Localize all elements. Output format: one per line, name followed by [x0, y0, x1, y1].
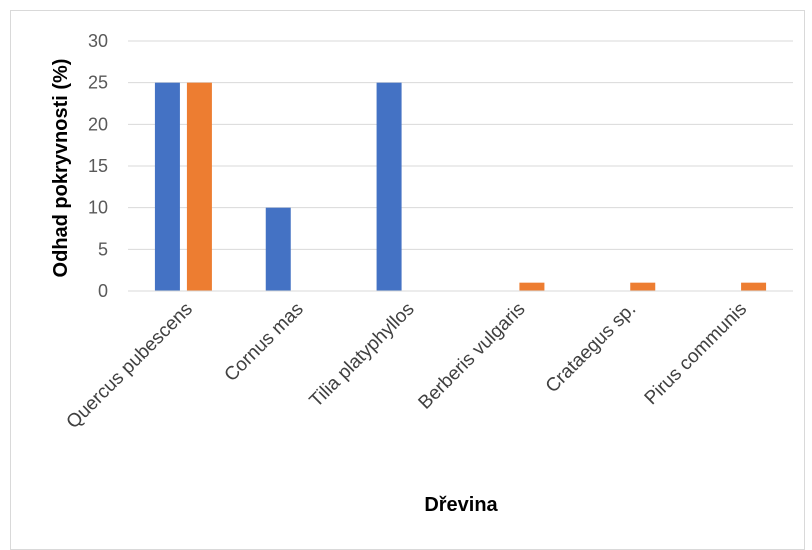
chart-frame: [10, 10, 805, 550]
y-tick-label: 15: [88, 156, 108, 176]
x-tick-label: Berberis vulgaris: [415, 299, 530, 414]
bar-series-1: [376, 82, 402, 292]
x-tick-label: Tilia platyphyllos: [306, 299, 419, 412]
y-tick-label: 30: [88, 31, 108, 51]
y-tick-label: 20: [88, 114, 108, 134]
bars: [154, 82, 767, 292]
y-tick-label: 0: [98, 281, 108, 301]
y-axis-ticks: 0 5 10 15 20 25 30: [88, 31, 108, 301]
x-tick-label: Crataegus sp.: [542, 299, 640, 397]
x-tick-label: Pirus communis: [641, 299, 751, 409]
y-tick-label: 25: [88, 73, 108, 93]
bar-series-2: [519, 282, 545, 291]
y-tick-label: 10: [88, 198, 108, 218]
x-tick-label: Quercus pubescens: [63, 299, 197, 433]
x-tick-label: Cornus mas: [221, 299, 308, 386]
bar-series-2: [630, 282, 656, 291]
bar-series-2: [741, 282, 767, 291]
bar-series-2: [186, 82, 212, 292]
x-axis-title: Dřevina: [424, 494, 498, 516]
bar-series-1: [265, 207, 291, 291]
y-axis-title: Odhad pokryvnosti (%): [50, 59, 72, 278]
y-tick-label: 5: [98, 239, 108, 259]
gridlines: [128, 40, 793, 250]
bar-series-1: [154, 82, 180, 292]
